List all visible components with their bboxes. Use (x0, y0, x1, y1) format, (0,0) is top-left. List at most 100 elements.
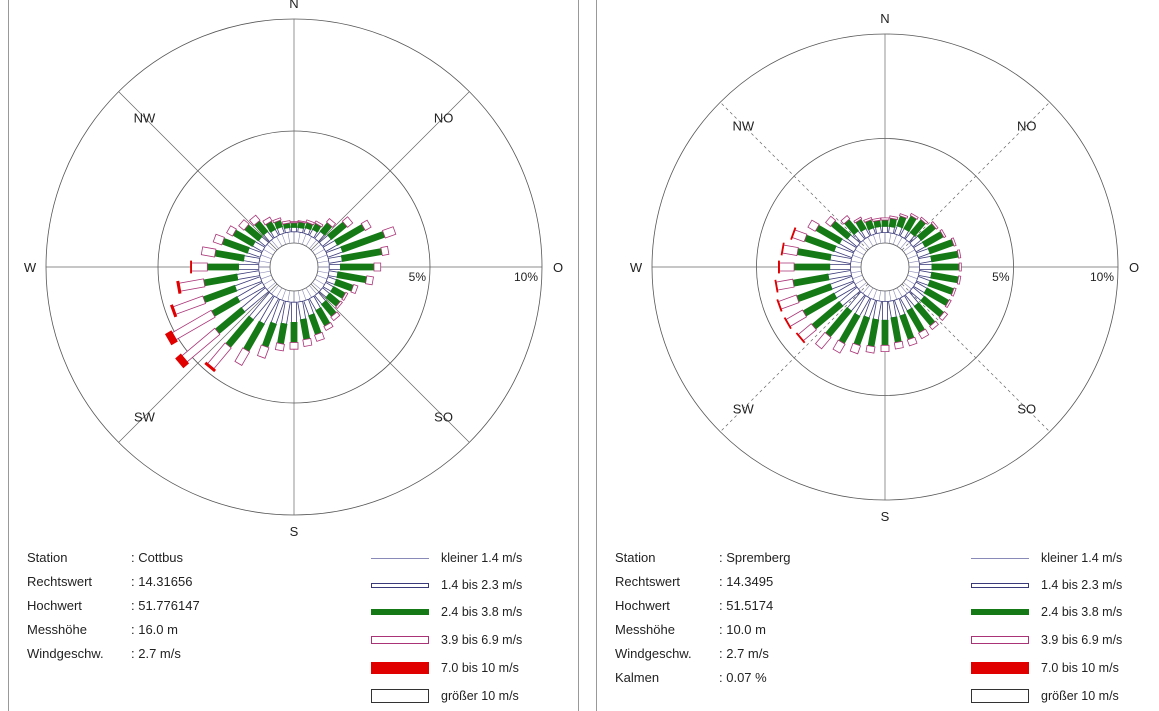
sector-bar-segment (883, 301, 888, 320)
sector-bar-segment (318, 271, 329, 273)
sector-bar-segment (374, 263, 381, 271)
info-key: Windgeschw. (615, 642, 719, 666)
sector-bar-segment (859, 282, 867, 289)
info-key: Messhöhe (27, 618, 131, 642)
info-value: : 51.5174 (719, 594, 773, 618)
sector-bar-segment (909, 271, 919, 273)
dir-label-o: O (1129, 260, 1139, 275)
sector-bar-segment (909, 261, 919, 263)
info-key: Hochwert (615, 594, 719, 618)
legend-label: 3.9 bis 6.9 m/s (441, 633, 522, 647)
sector-bar-segment (783, 245, 799, 255)
sector-bar-segment (851, 261, 861, 263)
info-row: Windgeschw.: 2.7 m/s (27, 642, 200, 666)
sector-bar-segment (776, 279, 794, 290)
sector-bar-segment (261, 275, 272, 279)
ring-labels: 5% 10% (409, 270, 539, 284)
sector-bar-segment (271, 240, 278, 249)
sector-bar-segment (868, 288, 873, 297)
sector-bar-segment (298, 232, 300, 243)
legend-label: größer 10 m/s (441, 689, 519, 703)
sector-bar-segment (868, 237, 873, 246)
sector-bar-segment (855, 279, 864, 284)
sector-bar-segment (317, 255, 328, 259)
dir-label-so: SO (434, 410, 453, 425)
polar-grid (652, 34, 1118, 500)
sector-bar-segment (863, 285, 870, 293)
dir-label-no: NO (1017, 118, 1037, 133)
sector-bar-segment (897, 288, 902, 297)
info-key: Station (615, 546, 719, 570)
legend-item: 1.4 bis 2.3 m/s (971, 575, 1159, 595)
sector-bar-segment (906, 279, 915, 284)
dir-label-o: O (553, 260, 563, 275)
sector-bar-segment (282, 234, 286, 245)
info-value: : Spremberg (719, 546, 791, 570)
sector-bar-segment (793, 274, 829, 286)
sector-bar-segment (897, 237, 902, 246)
sector-bar-segment (292, 227, 297, 232)
sector-bar-segment (235, 348, 250, 366)
sector-bar-segment (309, 240, 316, 249)
sector-bar-segment (309, 285, 316, 294)
sector-bar-segment (271, 285, 278, 294)
info-row: Station: Spremberg (615, 546, 791, 570)
sector-bar-segment (778, 261, 779, 273)
sector-bar-segment (291, 223, 297, 228)
info-key: Rechtswert (27, 570, 131, 594)
info-key: Messhöhe (615, 618, 719, 642)
sector-bar-segment (873, 235, 877, 245)
dir-label-w: W (630, 260, 643, 275)
info-value: : 14.31656 (131, 570, 192, 594)
sector-bar-segment (919, 271, 932, 278)
legend-item: kleiner 1.4 m/s (371, 548, 571, 568)
sector-bar-segment (261, 255, 272, 259)
sector-bar-segment (275, 343, 284, 351)
sector-bar-segment (258, 345, 269, 358)
sector-bar-segment (931, 272, 959, 283)
info-row: Kalmen: 0.07 % (615, 666, 791, 690)
sector-bar-segment (312, 244, 321, 251)
ring-label-10: 10% (1090, 270, 1114, 284)
sector-bar-segment (312, 282, 321, 289)
sector-bar-segment (366, 276, 374, 285)
info-row: Messhöhe: 10.0 m (615, 618, 791, 642)
sector-bar-segment (288, 232, 290, 243)
sector-bar-segment (328, 271, 338, 277)
dir-label-n: N (880, 11, 889, 26)
sector-bar-segment (794, 264, 830, 270)
sector-bar-segment (881, 345, 889, 351)
sector-bar-segment (882, 220, 888, 226)
sector-bar-segment (859, 245, 867, 252)
sector-bar-segment (919, 256, 932, 263)
wind-rose-chart: N NO O SO S SW W NW 5% 10% (9, 0, 578, 540)
sector-bar-segment (215, 250, 245, 261)
ring-labels: 5% 10% (992, 270, 1114, 284)
legend-item: kleiner 1.4 m/s (971, 548, 1159, 568)
sector-bar-segment (276, 237, 282, 247)
info-value: : 16.0 m (131, 618, 178, 642)
wind-rose-panel-cottbus: N NO O SO S SW W NW 5% 10% Station: Cott… (8, 0, 579, 711)
info-key: Kalmen (615, 666, 719, 690)
sector-bar-segment (868, 319, 879, 347)
sector-bar-segment (900, 241, 907, 249)
info-row: Rechtswert: 14.31656 (27, 570, 200, 594)
sector-bar-segment (173, 296, 205, 314)
legend-swatch (371, 558, 429, 559)
info-row: Messhöhe: 16.0 m (27, 618, 200, 642)
station-info: Station: Spremberg Rechtswert: 14.3495 H… (615, 546, 791, 690)
legend-label: 2.4 bis 3.8 m/s (1041, 605, 1122, 619)
legend-swatch (371, 662, 429, 674)
sector-bar-segment (830, 265, 851, 270)
dir-label-sw: SW (134, 410, 156, 425)
dir-label-no: NO (434, 110, 454, 125)
dir-label-sw: SW (733, 402, 755, 417)
sector-bar-segment (267, 244, 276, 251)
info-value: : Cottbus (131, 546, 183, 570)
legend-item: 2.4 bis 3.8 m/s (971, 602, 1159, 622)
sector-bar-segment (264, 249, 274, 255)
legend-label: 1.4 bis 2.3 m/s (441, 578, 522, 592)
legend-item: größer 10 m/s (971, 686, 1159, 706)
sector-bar-segment (298, 291, 300, 302)
dir-label-s: S (290, 524, 299, 539)
